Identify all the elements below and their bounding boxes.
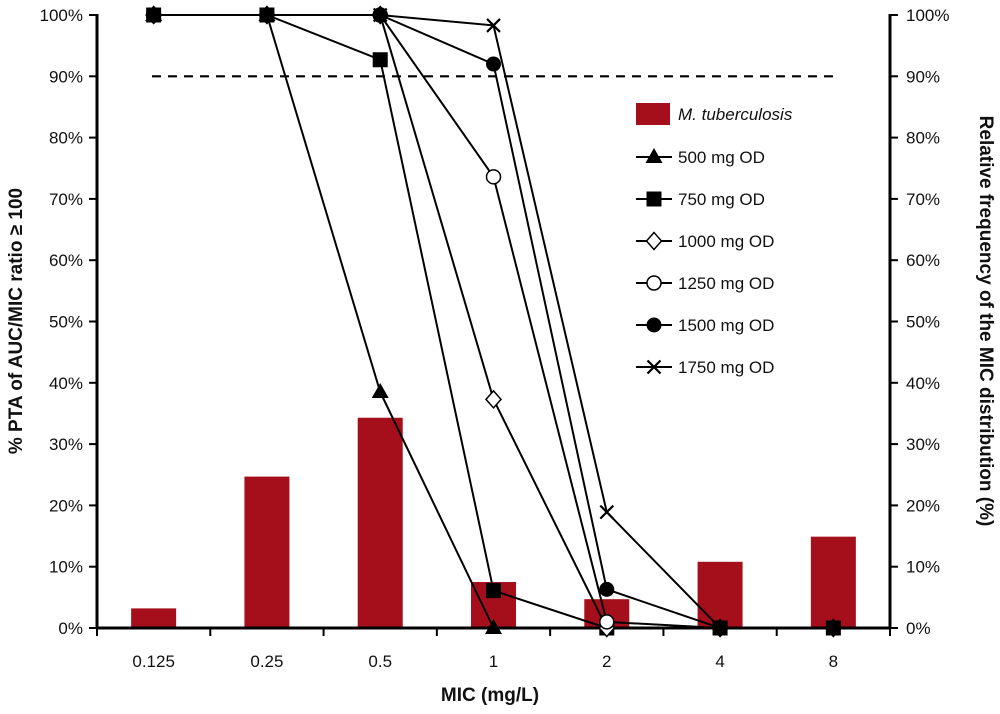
x-tick-label: 4	[715, 652, 724, 671]
marker-circle	[646, 317, 662, 333]
y-tick-label-right: 70%	[906, 190, 940, 209]
y-tick-label-right: 30%	[906, 435, 940, 454]
marker-triangle	[645, 148, 663, 163]
y-tick-label-right: 40%	[906, 374, 940, 393]
marker-circle-open	[599, 614, 615, 630]
bar	[357, 417, 403, 628]
y-tick-label-left: 20%	[49, 496, 83, 515]
bar	[244, 476, 290, 628]
x-tick-label: 2	[602, 652, 611, 671]
y-tick-label-right: 50%	[906, 313, 940, 332]
marker-circle-open	[646, 275, 662, 291]
bar	[697, 561, 743, 628]
legend-label: 1000 mg OD	[678, 232, 774, 251]
y-tick-label-right: 0%	[906, 619, 931, 638]
marker-x-stroke	[146, 7, 161, 23]
y-tick-label-left: 0%	[58, 619, 83, 638]
marker-square	[486, 583, 501, 599]
legend-swatch-bar	[636, 103, 670, 125]
marker-triangle	[371, 382, 389, 398]
y-tick-label-right: 90%	[906, 67, 940, 86]
legend-label: 1250 mg OD	[678, 274, 774, 293]
marker-x-stroke	[599, 504, 615, 520]
y-tick-label-left: 40%	[49, 374, 83, 393]
y-axis-title-left: % PTA of AUC/MIC ratio ≥ 100	[6, 188, 27, 454]
y-tick-label-left: 100%	[40, 6, 83, 25]
y-tick-label-left: 30%	[49, 435, 83, 454]
ticks-layer: 0% 0% 10% 10% 20% 20% 30% 30% 40% 40% 50% 50% 60% 60%…	[40, 6, 950, 671]
y-tick-label-left: 10%	[49, 558, 83, 577]
marker-x	[646, 359, 662, 375]
y-tick-label-right: 100%	[906, 6, 949, 25]
y-tick-label-right: 10%	[906, 558, 940, 577]
marker-x-stroke	[646, 359, 662, 375]
y-tick-label-right: 20%	[906, 496, 940, 515]
y-tick-label-right: 60%	[906, 251, 940, 270]
x-tick-label: 0.25	[250, 652, 283, 671]
y-tick-label-left: 50%	[49, 313, 83, 332]
x-axis-title: MIC (mg/L)	[441, 685, 539, 706]
marker-diamond	[484, 389, 503, 409]
y-tick-label-right: 80%	[906, 129, 940, 148]
marker-x	[712, 620, 728, 636]
marker-circle-open	[485, 169, 502, 185]
x-tick-label: 8	[829, 652, 838, 671]
legend-label: 1500 mg OD	[678, 316, 774, 335]
marker-x-stroke	[712, 620, 728, 636]
legend-label: 1750 mg OD	[678, 358, 774, 377]
marker-x-stroke	[259, 7, 275, 23]
marker-circle	[599, 581, 615, 597]
marker-x	[599, 504, 615, 520]
y-tick-label-left: 70%	[49, 190, 83, 209]
legend-label: 750 mg OD	[678, 190, 765, 209]
marker-x-stroke	[826, 620, 841, 636]
y-tick-label-left: 90%	[49, 67, 83, 86]
marker-x-stroke	[486, 18, 501, 33]
marker-square	[372, 52, 388, 68]
marker-x	[259, 7, 275, 23]
y-axis-title-right: Relative frequency of the MIC distributi…	[975, 116, 996, 527]
legend: M. tuberculosis 500 mg OD 750 mg OD 1000 mg…	[636, 103, 793, 377]
marker-triangle	[485, 619, 502, 634]
marker-x	[826, 620, 841, 636]
y-tick-label-left: 80%	[49, 129, 83, 148]
marker-diamond	[645, 231, 663, 251]
legend-label: M. tuberculosis	[678, 105, 793, 124]
y-tick-label-left: 60%	[49, 251, 83, 270]
x-tick-label: 1	[489, 652, 498, 671]
lines-layer	[145, 5, 842, 638]
x-tick-label: 0.5	[368, 652, 392, 671]
bar	[810, 536, 856, 628]
marker-x-stroke	[372, 7, 388, 23]
marker-square	[646, 191, 662, 207]
bar	[131, 608, 177, 628]
legend-label: 500 mg OD	[678, 148, 765, 167]
marker-x	[372, 7, 388, 23]
marker-x	[486, 18, 501, 33]
marker-x	[146, 7, 161, 23]
x-tick-label: 0.125	[132, 652, 175, 671]
marker-circle	[486, 56, 501, 72]
series-line	[153, 14, 495, 629]
